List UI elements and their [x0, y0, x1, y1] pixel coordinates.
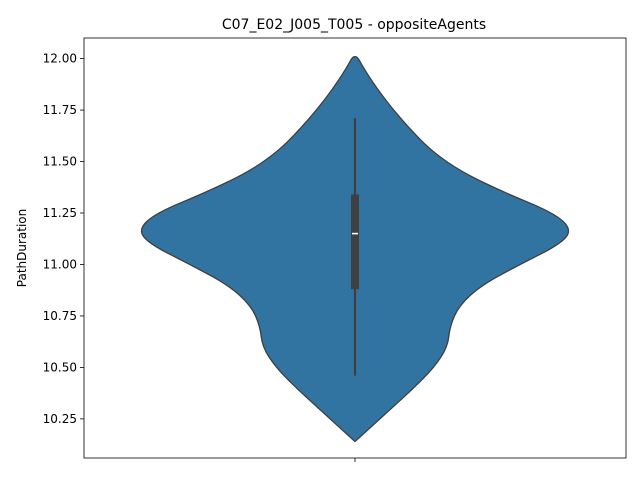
chart-title: C07_E02_J005_T005 - oppositeAgents	[222, 17, 486, 33]
y-tick-label: 12.00	[43, 52, 77, 66]
y-axis-label: PathDuration	[15, 209, 29, 287]
y-axis: 10.25 10.50 10.75 11.00 11.25 11.50 11.75 12.00	[43, 52, 84, 426]
y-tick-label: 11.50	[43, 155, 77, 169]
iqr-box	[351, 194, 359, 290]
y-tick-label: 10.75	[43, 309, 77, 323]
plot-frame	[83, 37, 627, 459]
y-tick-label: 10.50	[43, 360, 77, 374]
y-tick-label: 11.25	[43, 206, 77, 220]
y-tick-label: 10.25	[43, 412, 77, 426]
box-layer	[351, 118, 359, 376]
y-tick-label: 11.75	[43, 103, 77, 117]
y-tick-label: 11.00	[43, 257, 77, 271]
